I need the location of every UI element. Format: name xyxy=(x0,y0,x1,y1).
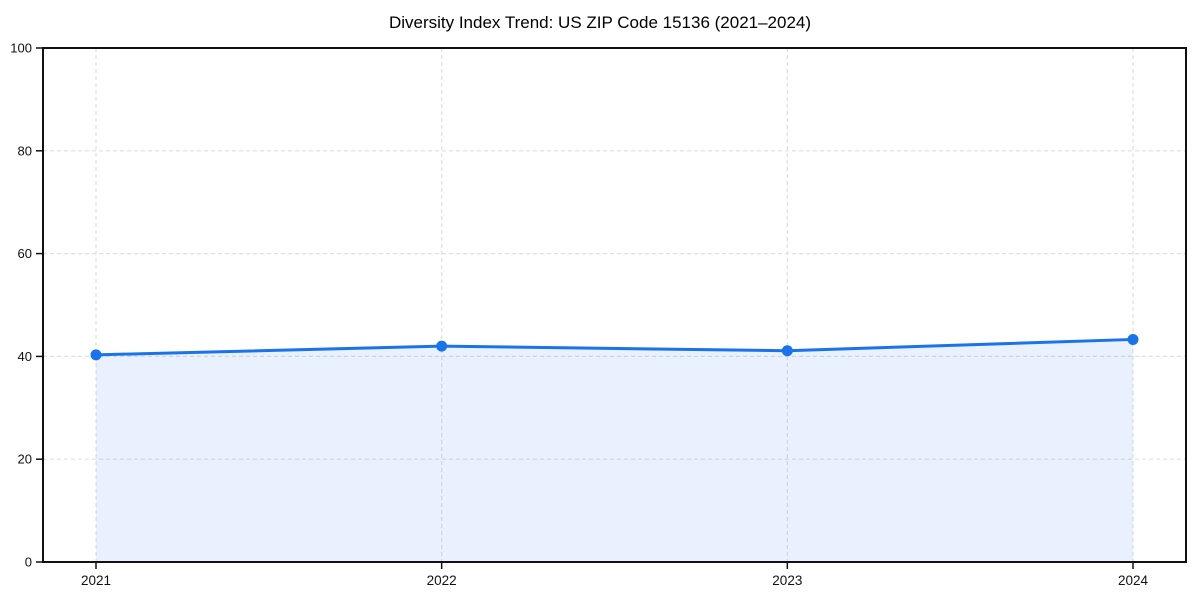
y-axis-tick-label: 100 xyxy=(10,41,32,56)
y-axis-tick-label: 0 xyxy=(25,555,32,570)
x-axis-tick-label: 2024 xyxy=(1118,573,1149,588)
y-axis-tick-label: 40 xyxy=(18,349,32,364)
area-fill xyxy=(96,339,1133,562)
data-point-2023 xyxy=(781,345,793,357)
trend-line xyxy=(94,337,1135,357)
y-axis-tick-label: 80 xyxy=(18,143,32,158)
axes-frame xyxy=(42,47,1187,563)
y-axis-tick-label: 20 xyxy=(18,452,32,467)
chart-title: Diversity Index Trend: US ZIP Code 15136… xyxy=(388,13,812,32)
data-point-2022 xyxy=(436,340,448,352)
y-axis-tick-label: 60 xyxy=(18,246,32,261)
x-axis-tick-label: 2021 xyxy=(81,573,111,588)
data-point-2021 xyxy=(90,349,102,361)
data-point-2024 xyxy=(1127,333,1139,345)
x-axis-tick-label: 2022 xyxy=(427,573,457,588)
x-axis-tick-label: 2023 xyxy=(772,573,802,588)
